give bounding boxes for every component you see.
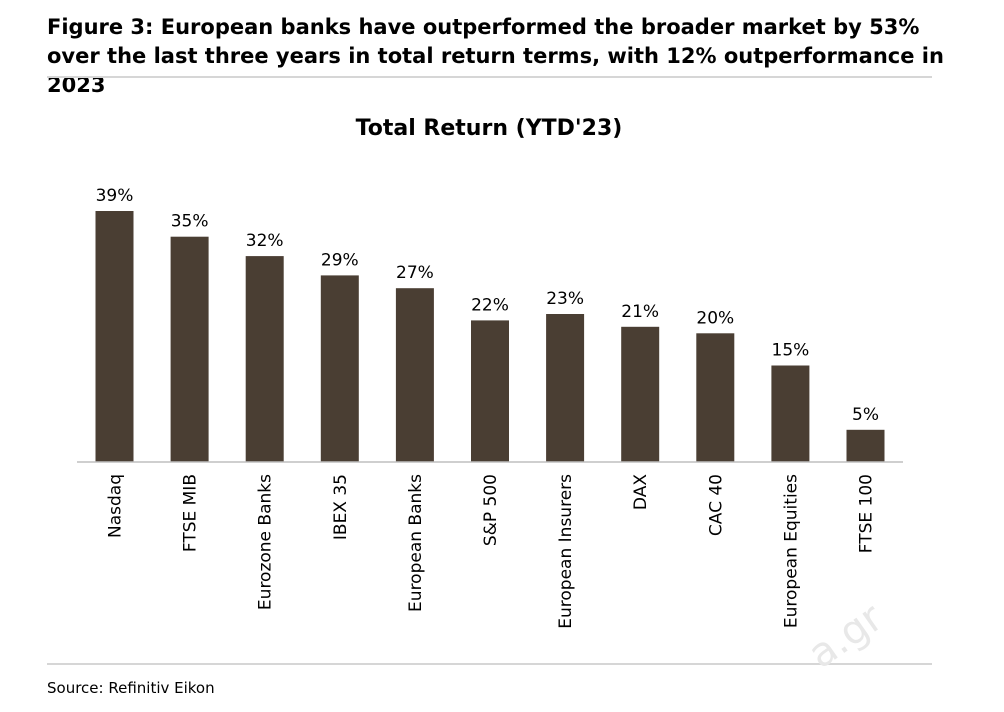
tick-label-ibex-35: IBEX 35 <box>331 474 351 540</box>
top-divider <box>47 76 932 78</box>
source-note: Source: Refinitiv Eikon <box>47 679 215 697</box>
bars-layer <box>95 211 885 462</box>
data-label-ibex-35: 29% <box>321 250 359 270</box>
tick-label-european-banks: European Banks <box>406 474 426 612</box>
bar-nasdaq <box>95 211 134 462</box>
bar-european-banks <box>395 288 434 462</box>
tick-label-dax: DAX <box>631 474 651 510</box>
bar-cac-40 <box>696 333 735 462</box>
bar-european-insurers <box>546 314 585 462</box>
bar-s-p-500 <box>471 320 509 462</box>
data-label-dax: 21% <box>621 302 659 322</box>
tick-label-s-p-500: S&P 500 <box>481 474 501 546</box>
data-label-nasdaq: 39% <box>96 186 134 206</box>
tick-label-eurozone-banks: Eurozone Banks <box>256 474 276 610</box>
total-return-bar-chart: Total Return (YTD'23) 39% 35% 32% 29% 27% 22%… <box>77 116 903 629</box>
tick-label-european-insurers: European Insurers <box>556 474 576 629</box>
data-label-eurozone-banks: 32% <box>246 231 284 251</box>
tick-label-european-equities: European Equities <box>781 474 801 628</box>
bar-ibex-35 <box>320 275 359 462</box>
tick-label-ftse-100: FTSE 100 <box>857 474 877 553</box>
bottom-divider <box>47 663 932 665</box>
tick-label-ftse-mib: FTSE MIB <box>181 474 201 552</box>
chart-title: Total Return (YTD'23) <box>356 116 623 141</box>
data-label-european-insurers: 23% <box>546 289 584 309</box>
bar-ftse-100 <box>846 429 885 462</box>
data-label-european-banks: 27% <box>396 263 434 283</box>
bar-european-equities <box>771 365 810 462</box>
data-label-ftse-mib: 35% <box>171 212 209 232</box>
bar-ftse-mib <box>170 236 209 462</box>
figure-title: Figure 3: European banks have outperform… <box>47 15 944 97</box>
bar-eurozone-banks <box>245 256 284 462</box>
tick-label-nasdaq: Nasdaq <box>106 474 126 538</box>
data-label-european-equities: 15% <box>772 341 810 361</box>
bar-dax <box>621 326 660 462</box>
category-tick-labels-layer: Nasdaq FTSE MIB Eurozone Banks IBEX 35 Europ… <box>106 474 877 629</box>
tick-label-cac-40: CAC 40 <box>706 474 726 536</box>
data-label-ftse-100: 5% <box>852 405 879 425</box>
data-label-s-p-500: 22% <box>471 295 509 315</box>
data-label-cac-40: 20% <box>696 308 734 328</box>
data-labels-layer: 39% 35% 32% 29% 27% 22% 23% 21% 20% 15% 5% <box>96 186 879 425</box>
